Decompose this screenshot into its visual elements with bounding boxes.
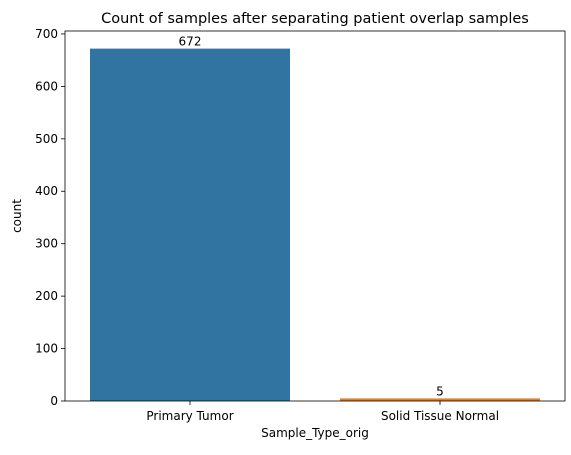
y-tick-label: 100 — [35, 342, 58, 356]
data-label: 5 — [436, 384, 444, 398]
bar — [90, 48, 290, 401]
y-tick-label: 200 — [35, 289, 58, 303]
y-tick-label: 400 — [35, 184, 58, 198]
plot-frame — [64, 30, 566, 402]
chart-title: Count of samples after separating patien… — [101, 11, 529, 27]
plot-area: 672 Primary Tumor 5 Solid Tissue Normal 0 100… — [35, 27, 566, 423]
x-tick-label: Primary Tumor — [146, 409, 233, 423]
data-label: 672 — [179, 35, 202, 49]
y-tick-label: 600 — [35, 79, 58, 93]
y-axis-label: count — [10, 199, 24, 233]
y-tick-label: 700 — [35, 27, 58, 41]
bar — [340, 398, 540, 401]
y-tick-label: 300 — [35, 237, 58, 251]
y-tick-label: 500 — [35, 132, 58, 146]
x-axis-label: Sample_Type_orig — [261, 426, 369, 440]
x-tick-label: Solid Tissue Normal — [381, 409, 499, 423]
y-tick-label: 0 — [50, 394, 58, 408]
